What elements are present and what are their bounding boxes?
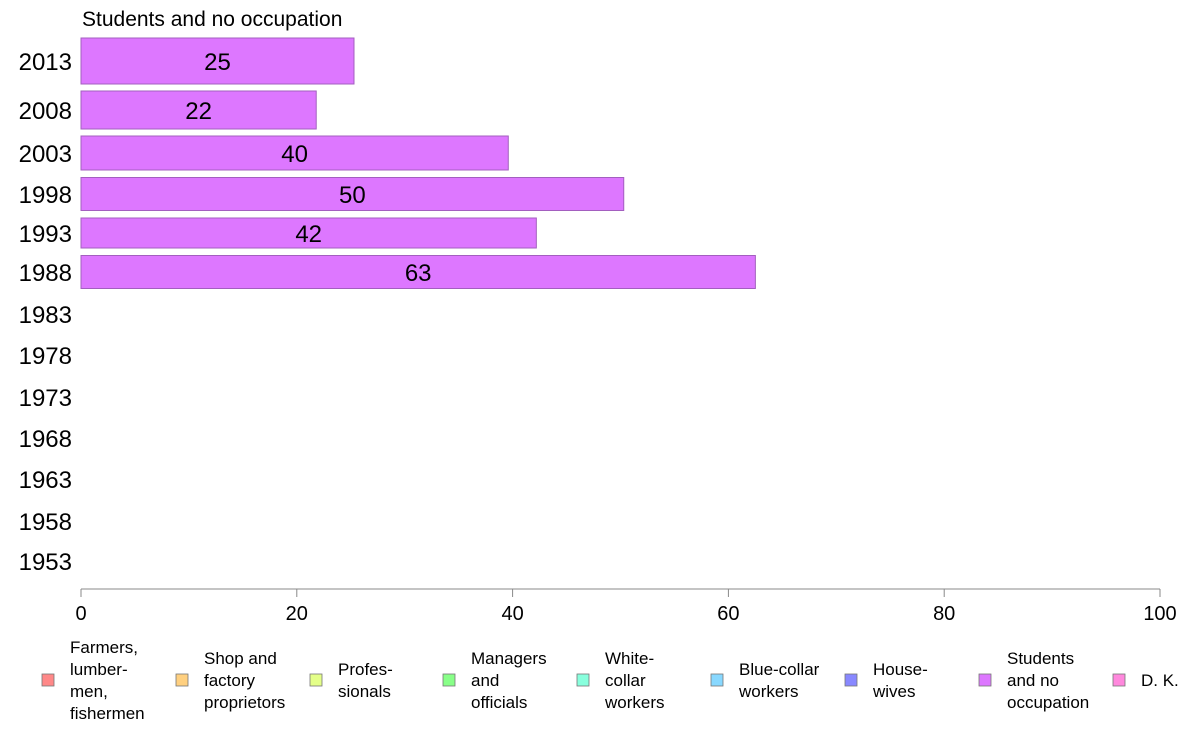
y-tick-label: 1953 — [19, 549, 72, 576]
y-tick-label: 1973 — [19, 385, 72, 412]
legend-item: Profes-sionals — [309, 660, 393, 701]
bar — [80, 90, 317, 130]
legend-item: Farmers, lumber-men, fishermen — [41, 638, 145, 723]
legend-label: lumber- — [70, 660, 128, 679]
legend-label: Shop and — [204, 649, 277, 668]
legend-label: sionals — [338, 682, 391, 701]
legend: Farmers, lumber-men, fishermen Shop and fact… — [41, 638, 1179, 723]
legend-swatch — [576, 673, 590, 687]
legend-label: Blue-collar — [739, 660, 820, 679]
y-tick-label: 1993 — [19, 221, 72, 248]
legend-item: D. K. — [1112, 671, 1179, 690]
legend-label: proprietors — [204, 693, 285, 712]
legend-swatch — [175, 673, 189, 687]
data-label: 50 — [339, 182, 366, 209]
legend-item: White-collar workers — [576, 649, 665, 712]
legend-swatch — [978, 673, 992, 687]
legend-label: collar — [605, 671, 646, 690]
bar — [80, 37, 355, 85]
x-tick-label: 60 — [717, 603, 739, 625]
x-tick-label: 20 — [286, 603, 308, 625]
legend-label: factory — [204, 671, 256, 690]
legend-label: and no — [1007, 671, 1059, 690]
x-tick-label: 0 — [75, 603, 86, 625]
legend-label: officials — [471, 693, 527, 712]
data-label: 40 — [281, 141, 308, 168]
legend-item: Students and no occupation — [978, 649, 1089, 712]
x-tick-label: 100 — [1143, 603, 1176, 625]
legend-label: House- — [873, 660, 928, 679]
legend-item: Shop and factory proprietors — [175, 649, 285, 712]
legend-item: Blue-collar workers — [710, 660, 820, 701]
y-tick-label: 1963 — [19, 467, 72, 494]
bar — [80, 255, 756, 289]
bar — [80, 177, 625, 211]
y-tick-label: 1978 — [19, 343, 72, 370]
legend-label: White- — [605, 649, 654, 668]
legend-label: workers — [604, 693, 665, 712]
legend-label: D. K. — [1141, 671, 1179, 690]
legend-label: Managers — [471, 649, 547, 668]
y-tick-label: 2008 — [19, 98, 72, 125]
data-label: 42 — [295, 221, 322, 248]
bar — [80, 135, 509, 171]
data-label: 22 — [185, 98, 212, 125]
bars: 25 22 40 50 42 63 — [80, 37, 756, 289]
legend-item: Managers and officials — [442, 649, 547, 712]
x-tick-label: 40 — [501, 603, 523, 625]
data-label: 25 — [204, 49, 231, 76]
legend-label: wives — [872, 682, 916, 701]
legend-item: House-wives — [844, 660, 928, 701]
y-tick-label: 1958 — [19, 509, 72, 536]
chart-title: Students and no occupation — [82, 8, 342, 31]
legend-swatch — [710, 673, 724, 687]
legend-label: workers — [738, 682, 799, 701]
x-tick-label: 80 — [933, 603, 955, 625]
x-axis: 0 20 40 60 80 100 — [75, 588, 1177, 625]
y-tick-label: 2013 — [19, 49, 72, 76]
bar — [80, 217, 537, 249]
legend-swatch — [844, 673, 858, 687]
y-axis-labels: 2013 2008 2003 1998 1993 1988 1983 1978 1973 1968… — [19, 49, 72, 576]
legend-label: Farmers, — [70, 638, 138, 657]
y-tick-label: 1998 — [19, 182, 72, 209]
legend-swatch — [442, 673, 456, 687]
legend-swatch — [41, 673, 55, 687]
legend-label: men, — [70, 682, 108, 701]
y-tick-label: 2003 — [19, 141, 72, 168]
y-tick-label: 1988 — [19, 260, 72, 287]
legend-label: fishermen — [70, 704, 145, 723]
data-label: 63 — [405, 260, 432, 287]
legend-label: Students — [1007, 649, 1074, 668]
legend-label: and — [471, 671, 499, 690]
y-tick-label: 1968 — [19, 426, 72, 453]
legend-label: Profes- — [338, 660, 393, 679]
legend-label: occupation — [1007, 693, 1089, 712]
y-tick-label: 1983 — [19, 302, 72, 329]
legend-swatch — [1112, 673, 1126, 687]
legend-swatch — [309, 673, 323, 687]
